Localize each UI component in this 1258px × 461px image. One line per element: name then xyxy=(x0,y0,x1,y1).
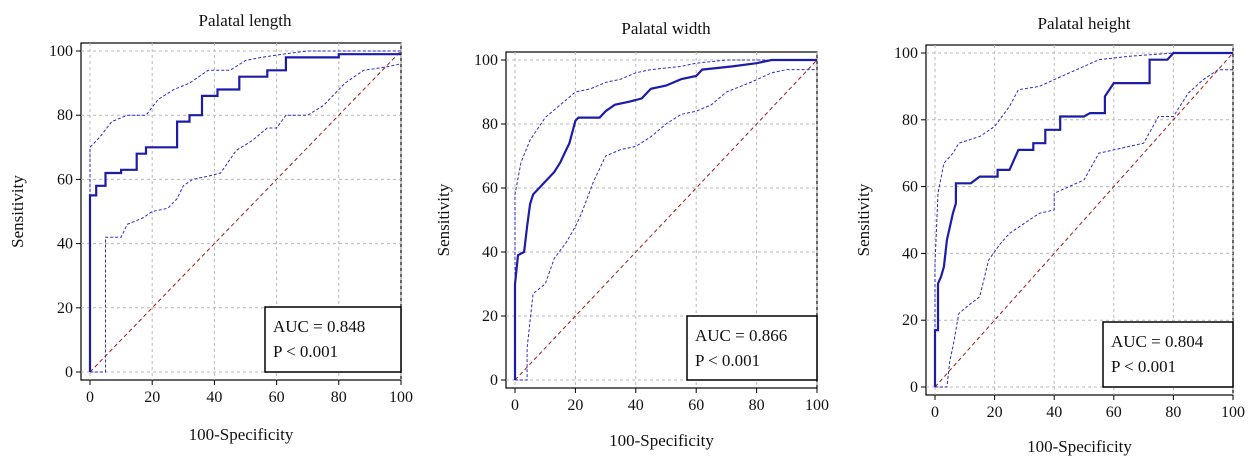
y-tick-label: 80 xyxy=(57,107,73,124)
y-tick-label: 0 xyxy=(910,379,918,396)
p-value: P < 0.001 xyxy=(273,342,338,361)
p-value: P < 0.001 xyxy=(695,351,760,370)
x-tick-label: 100 xyxy=(389,389,413,406)
chart-title: Palatal width xyxy=(621,19,711,38)
x-tick-label: 60 xyxy=(1106,404,1122,421)
x-tick-label: 40 xyxy=(1046,404,1062,421)
y-tick-label: 0 xyxy=(65,364,73,381)
y-tick-label: 20 xyxy=(57,300,73,317)
ci-upper-curve xyxy=(89,50,401,372)
roc-curve xyxy=(88,53,401,372)
roc-curve xyxy=(933,51,1233,387)
auc-value: AUC = 0.866 xyxy=(695,326,787,345)
x-tick-label: 100 xyxy=(1221,404,1245,421)
y-tick-label: 100 xyxy=(49,43,73,60)
x-tick-label: 100 xyxy=(805,397,829,414)
x-tick-label: 60 xyxy=(688,397,704,414)
x-tick-label: 40 xyxy=(628,397,644,414)
y-tick-label: 80 xyxy=(902,112,918,129)
auc-box xyxy=(1102,321,1234,388)
y-tick-label: 60 xyxy=(482,180,498,197)
x-axis-label: 100-Specificity xyxy=(189,425,294,444)
reference-curve xyxy=(514,59,818,381)
y-tick-label: 100 xyxy=(474,52,498,69)
x-tick-label: 40 xyxy=(206,389,222,406)
x-tick-label: 60 xyxy=(269,389,285,406)
auc-box xyxy=(686,315,818,381)
y-tick-label: 100 xyxy=(894,45,918,62)
reference-curve xyxy=(934,52,1234,388)
y-tick-label: 60 xyxy=(57,171,73,188)
y-tick-label: 40 xyxy=(482,244,498,261)
chart-panel-1: 0 20 40 60 80 100 0 20 40 60 80 100 Palatal length 10… xyxy=(8,11,413,444)
x-tick-label: 20 xyxy=(567,397,583,414)
x-tick-label: 80 xyxy=(749,397,765,414)
x-tick-label: 0 xyxy=(931,404,939,421)
y-tick-label: 0 xyxy=(490,372,498,389)
y-tick-label: 40 xyxy=(57,236,73,253)
x-tick-label: 80 xyxy=(1165,404,1181,421)
x-tick-label: 20 xyxy=(144,389,160,406)
x-tick-label: 0 xyxy=(511,397,519,414)
y-tick-label: 80 xyxy=(482,116,498,133)
ci-lower-curve xyxy=(515,69,817,381)
y-tick-label: 40 xyxy=(902,245,918,262)
chart-title: Palatal height xyxy=(1037,14,1130,33)
auc-box xyxy=(264,306,402,373)
x-tick-label: 20 xyxy=(987,404,1003,421)
reference-curve xyxy=(89,50,402,373)
x-tick-label: 80 xyxy=(331,389,347,406)
y-axis-label: Sensitivity xyxy=(8,175,27,248)
ci-lower-curve xyxy=(90,63,402,373)
x-tick-label: 0 xyxy=(86,389,94,406)
chart-title: Palatal length xyxy=(198,11,292,30)
x-axis-label: 100-Specificity xyxy=(609,431,714,450)
y-axis-label: Sensitivity xyxy=(854,183,873,256)
y-tick-label: 20 xyxy=(482,308,498,325)
auc-value: AUC = 0.804 xyxy=(1111,332,1204,351)
chart-panel-3: 0 20 40 60 80 100 0 20 40 60 80 100 Palatal height 10… xyxy=(854,14,1245,456)
chart-panel-2: 0 20 40 60 80 100 0 20 40 60 80 100 Palatal width 100… xyxy=(434,19,829,450)
auc-value: AUC = 0.848 xyxy=(273,317,365,336)
roc-curve xyxy=(513,58,817,380)
y-tick-label: 60 xyxy=(902,179,918,196)
y-axis-label: Sensitivity xyxy=(434,183,453,256)
ci-upper-curve xyxy=(514,59,817,380)
x-axis-label: 100-Specificity xyxy=(1027,437,1132,456)
p-value: P < 0.001 xyxy=(1111,357,1176,376)
y-tick-label: 20 xyxy=(902,312,918,329)
